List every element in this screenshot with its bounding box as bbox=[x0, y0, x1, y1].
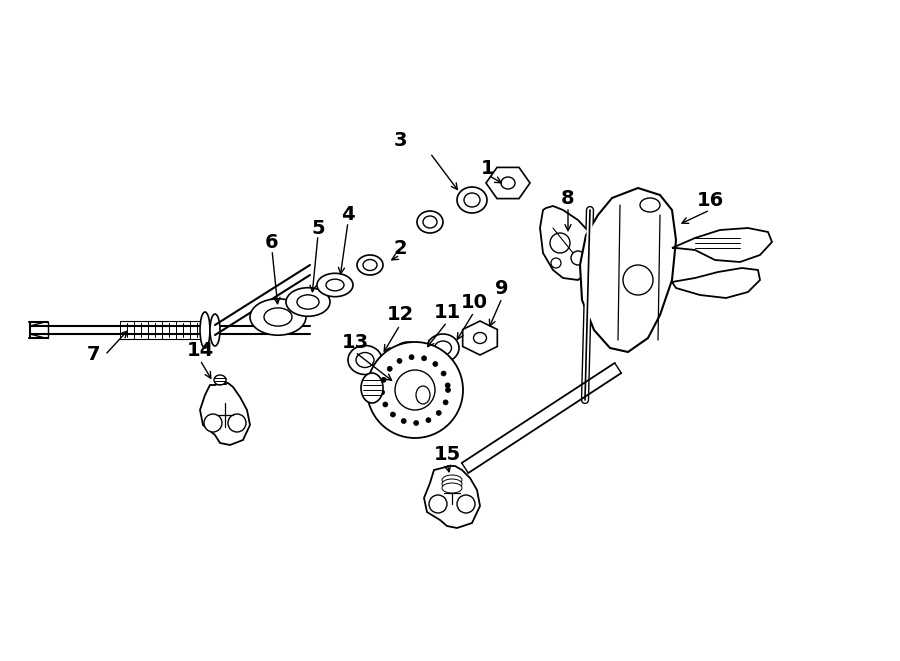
Circle shape bbox=[550, 233, 570, 253]
Ellipse shape bbox=[357, 255, 383, 275]
Text: 6: 6 bbox=[266, 233, 279, 251]
Polygon shape bbox=[463, 321, 498, 355]
Polygon shape bbox=[672, 268, 760, 298]
Circle shape bbox=[446, 387, 451, 393]
Text: 4: 4 bbox=[341, 204, 355, 223]
Circle shape bbox=[382, 402, 388, 407]
Ellipse shape bbox=[210, 314, 220, 346]
Ellipse shape bbox=[427, 334, 459, 362]
Ellipse shape bbox=[356, 352, 374, 368]
Ellipse shape bbox=[214, 375, 226, 385]
Circle shape bbox=[441, 371, 446, 376]
Circle shape bbox=[204, 414, 222, 432]
Circle shape bbox=[446, 383, 450, 388]
Circle shape bbox=[391, 412, 395, 417]
Ellipse shape bbox=[361, 373, 383, 403]
Text: 9: 9 bbox=[495, 278, 508, 297]
Ellipse shape bbox=[457, 187, 487, 213]
Ellipse shape bbox=[442, 475, 462, 485]
Ellipse shape bbox=[264, 308, 292, 326]
Ellipse shape bbox=[348, 346, 382, 375]
Ellipse shape bbox=[442, 479, 462, 489]
Circle shape bbox=[228, 414, 246, 432]
Circle shape bbox=[401, 418, 406, 424]
Circle shape bbox=[426, 418, 431, 422]
Circle shape bbox=[623, 265, 653, 295]
Circle shape bbox=[421, 356, 427, 361]
Text: 2: 2 bbox=[393, 239, 407, 258]
Ellipse shape bbox=[442, 483, 462, 493]
Ellipse shape bbox=[464, 193, 480, 207]
Polygon shape bbox=[200, 383, 250, 445]
Polygon shape bbox=[672, 228, 772, 262]
Text: 11: 11 bbox=[434, 303, 461, 321]
Ellipse shape bbox=[423, 216, 437, 228]
Text: 14: 14 bbox=[186, 340, 213, 360]
Text: 12: 12 bbox=[386, 305, 414, 325]
Ellipse shape bbox=[393, 342, 423, 368]
Circle shape bbox=[367, 342, 463, 438]
Ellipse shape bbox=[363, 260, 377, 270]
Ellipse shape bbox=[250, 299, 306, 335]
Ellipse shape bbox=[473, 332, 487, 344]
Polygon shape bbox=[486, 167, 530, 198]
Ellipse shape bbox=[326, 279, 344, 291]
Ellipse shape bbox=[640, 198, 660, 212]
Circle shape bbox=[414, 420, 418, 426]
Circle shape bbox=[429, 495, 447, 513]
Circle shape bbox=[381, 377, 386, 382]
Text: 3: 3 bbox=[393, 130, 407, 149]
Ellipse shape bbox=[416, 386, 430, 404]
Circle shape bbox=[436, 410, 441, 415]
Circle shape bbox=[551, 258, 561, 268]
Circle shape bbox=[457, 495, 475, 513]
Text: 5: 5 bbox=[311, 219, 325, 237]
Circle shape bbox=[380, 390, 384, 395]
Ellipse shape bbox=[400, 348, 416, 362]
Circle shape bbox=[410, 355, 414, 360]
Circle shape bbox=[443, 400, 448, 405]
Text: 8: 8 bbox=[562, 188, 575, 208]
Ellipse shape bbox=[200, 312, 210, 348]
Ellipse shape bbox=[286, 288, 330, 317]
Polygon shape bbox=[424, 466, 480, 528]
Text: 16: 16 bbox=[697, 190, 724, 210]
Polygon shape bbox=[580, 188, 676, 352]
Polygon shape bbox=[540, 206, 596, 280]
Circle shape bbox=[395, 370, 435, 410]
Ellipse shape bbox=[317, 273, 353, 297]
Circle shape bbox=[571, 251, 585, 265]
Text: 10: 10 bbox=[461, 293, 488, 311]
Text: 1: 1 bbox=[482, 159, 495, 178]
Circle shape bbox=[397, 358, 402, 364]
Text: 7: 7 bbox=[86, 346, 100, 364]
Text: 13: 13 bbox=[341, 332, 369, 352]
Circle shape bbox=[433, 362, 437, 366]
Ellipse shape bbox=[435, 341, 452, 355]
Circle shape bbox=[387, 366, 392, 371]
Text: 15: 15 bbox=[434, 446, 461, 465]
Ellipse shape bbox=[501, 177, 515, 189]
Ellipse shape bbox=[297, 295, 319, 309]
Ellipse shape bbox=[417, 211, 443, 233]
